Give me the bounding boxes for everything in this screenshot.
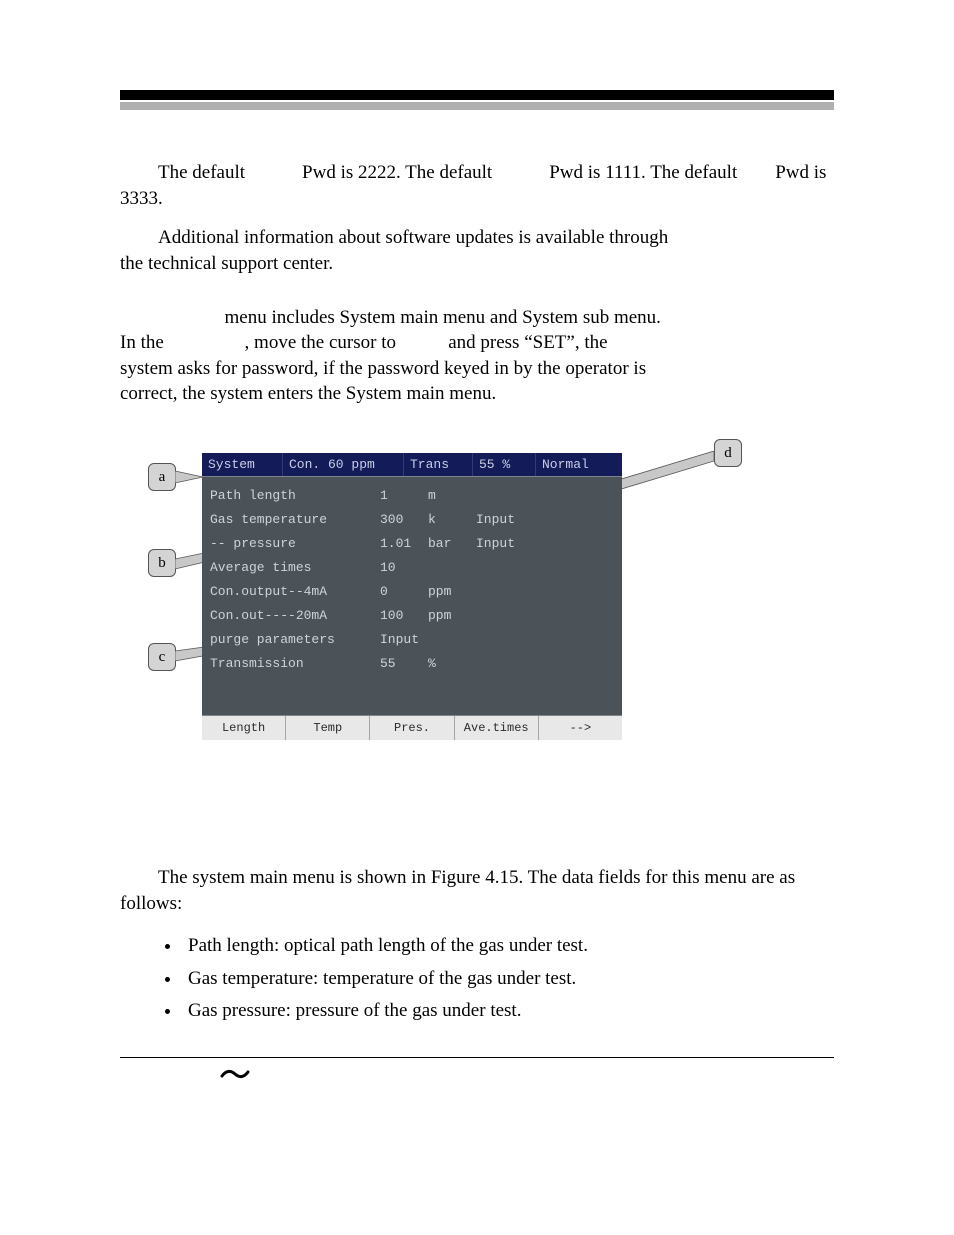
nav-avetimes[interactable]: Ave.times <box>455 716 539 740</box>
row-path-length: Path length 1 m <box>210 483 614 507</box>
bullet-gas-temperature: Gas temperature: temperature of the gas … <box>182 963 834 995</box>
status-system: System <box>202 453 283 476</box>
label: Con.output--4mA <box>210 584 380 599</box>
unit: bar <box>428 536 476 551</box>
nav-next[interactable]: --> <box>539 716 622 740</box>
callout-b: b <box>148 549 176 577</box>
status-concentration: Con. 60 ppm <box>283 453 404 476</box>
extra: Input <box>476 536 536 551</box>
status-percent: 55 % <box>473 453 536 476</box>
figure-system-main-menu: a b c d System Con. 60 ppm Trans 55 % No… <box>148 445 768 815</box>
value: 1.01 <box>380 536 428 551</box>
footer-logo-icon <box>220 1066 834 1087</box>
nav-bar: Length Temp Pres. Ave.times --> <box>202 715 622 740</box>
value: 300 <box>380 512 428 527</box>
value: 10 <box>380 560 428 575</box>
unit: % <box>428 656 476 671</box>
label: -- pressure <box>210 536 380 551</box>
footer-rule <box>120 1057 834 1058</box>
paragraph-updates: Additional information about software up… <box>120 225 834 276</box>
rule-top-gray <box>120 102 834 110</box>
label: Gas temperature <box>210 512 380 527</box>
callout-d: d <box>714 439 742 467</box>
nav-length[interactable]: Length <box>202 716 286 740</box>
row-gas-temperature: Gas temperature 300 k Input <box>210 507 614 531</box>
nav-pres[interactable]: Pres. <box>370 716 454 740</box>
callout-line-a <box>175 469 205 487</box>
value: 100 <box>380 608 428 623</box>
device-screen: System Con. 60 ppm Trans 55 % Normal Pat… <box>202 453 622 740</box>
row-gas-pressure: -- pressure 1.01 bar Input <box>210 531 614 555</box>
unit: ppm <box>428 584 476 599</box>
parameter-rows: Path length 1 m Gas temperature 300 k In… <box>202 477 622 715</box>
unit: m <box>428 488 476 503</box>
paragraph-system-menu-intro: menu includes System main menu and Syste… <box>120 305 834 408</box>
status-state: Normal <box>536 453 622 476</box>
callout-c: c <box>148 643 176 671</box>
paragraph-fields-intro: The system main menu is shown in Figure … <box>120 865 834 916</box>
status-trans: Trans <box>404 453 473 476</box>
nav-temp[interactable]: Temp <box>286 716 370 740</box>
extra: Input <box>476 512 536 527</box>
row-average-times: Average times 10 <box>210 555 614 579</box>
page: The default Pwd is 2222. The default Pwd… <box>0 0 954 1127</box>
value: 0 <box>380 584 428 599</box>
value: Input <box>380 632 428 647</box>
label: Average times <box>210 560 380 575</box>
unit: k <box>428 512 476 527</box>
row-transmission: Transmission 55 % <box>210 651 614 675</box>
value: 55 <box>380 656 428 671</box>
label: Path length <box>210 488 380 503</box>
row-purge-parameters: purge parameters Input <box>210 627 614 651</box>
field-bullets: Path length: optical path length of the … <box>182 930 834 1027</box>
row-con-output-20ma: Con.out----20mA 100 ppm <box>210 603 614 627</box>
rule-top-black <box>120 90 834 100</box>
row-con-output-4ma: Con.output--4mA 0 ppm <box>210 579 614 603</box>
paragraph-passwords: The default Pwd is 2222. The default Pwd… <box>120 160 834 211</box>
label: purge parameters <box>210 632 380 647</box>
bullet-path-length: Path length: optical path length of the … <box>182 930 834 962</box>
callout-a: a <box>148 463 176 491</box>
status-bar: System Con. 60 ppm Trans 55 % Normal <box>202 453 622 477</box>
label: Transmission <box>210 656 380 671</box>
bullet-gas-pressure: Gas pressure: pressure of the gas under … <box>182 995 834 1027</box>
unit: ppm <box>428 608 476 623</box>
value: 1 <box>380 488 428 503</box>
label: Con.out----20mA <box>210 608 380 623</box>
